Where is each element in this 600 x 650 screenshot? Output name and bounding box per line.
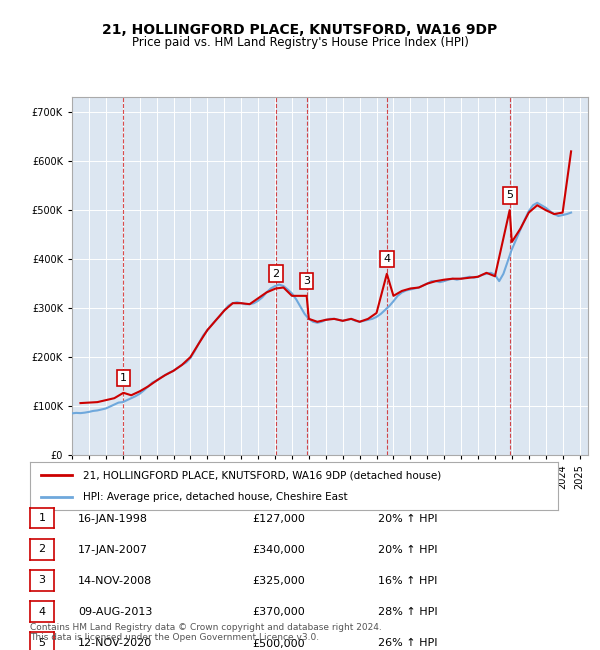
Text: 5: 5: [506, 190, 513, 200]
Text: £325,000: £325,000: [252, 576, 305, 586]
Text: 1: 1: [120, 373, 127, 383]
Text: 12-NOV-2020: 12-NOV-2020: [78, 638, 152, 649]
Text: 2: 2: [272, 268, 279, 279]
Text: 3: 3: [38, 575, 46, 586]
Text: £370,000: £370,000: [252, 607, 305, 618]
Text: £340,000: £340,000: [252, 545, 305, 555]
Text: HPI: Average price, detached house, Cheshire East: HPI: Average price, detached house, Ches…: [83, 491, 347, 502]
Text: 14-NOV-2008: 14-NOV-2008: [78, 576, 152, 586]
Text: 4: 4: [383, 254, 391, 264]
Text: Contains HM Land Registry data © Crown copyright and database right 2024.
This d: Contains HM Land Registry data © Crown c…: [30, 623, 382, 642]
Text: £500,000: £500,000: [252, 638, 305, 649]
Text: 3: 3: [303, 276, 310, 286]
Text: 4: 4: [38, 606, 46, 617]
Text: 21, HOLLINGFORD PLACE, KNUTSFORD, WA16 9DP: 21, HOLLINGFORD PLACE, KNUTSFORD, WA16 9…: [103, 23, 497, 37]
Text: 5: 5: [38, 638, 46, 648]
Text: 2: 2: [38, 544, 46, 554]
Text: 16-JAN-1998: 16-JAN-1998: [78, 514, 148, 524]
Text: 09-AUG-2013: 09-AUG-2013: [78, 607, 152, 618]
Text: 20% ↑ HPI: 20% ↑ HPI: [378, 545, 437, 555]
Text: 1: 1: [38, 513, 46, 523]
Text: 28% ↑ HPI: 28% ↑ HPI: [378, 607, 437, 618]
Text: 17-JAN-2007: 17-JAN-2007: [78, 545, 148, 555]
Text: 20% ↑ HPI: 20% ↑ HPI: [378, 514, 437, 524]
Text: 21, HOLLINGFORD PLACE, KNUTSFORD, WA16 9DP (detached house): 21, HOLLINGFORD PLACE, KNUTSFORD, WA16 9…: [83, 470, 441, 480]
Text: 26% ↑ HPI: 26% ↑ HPI: [378, 638, 437, 649]
Text: 16% ↑ HPI: 16% ↑ HPI: [378, 576, 437, 586]
Text: £127,000: £127,000: [252, 514, 305, 524]
Text: Price paid vs. HM Land Registry's House Price Index (HPI): Price paid vs. HM Land Registry's House …: [131, 36, 469, 49]
